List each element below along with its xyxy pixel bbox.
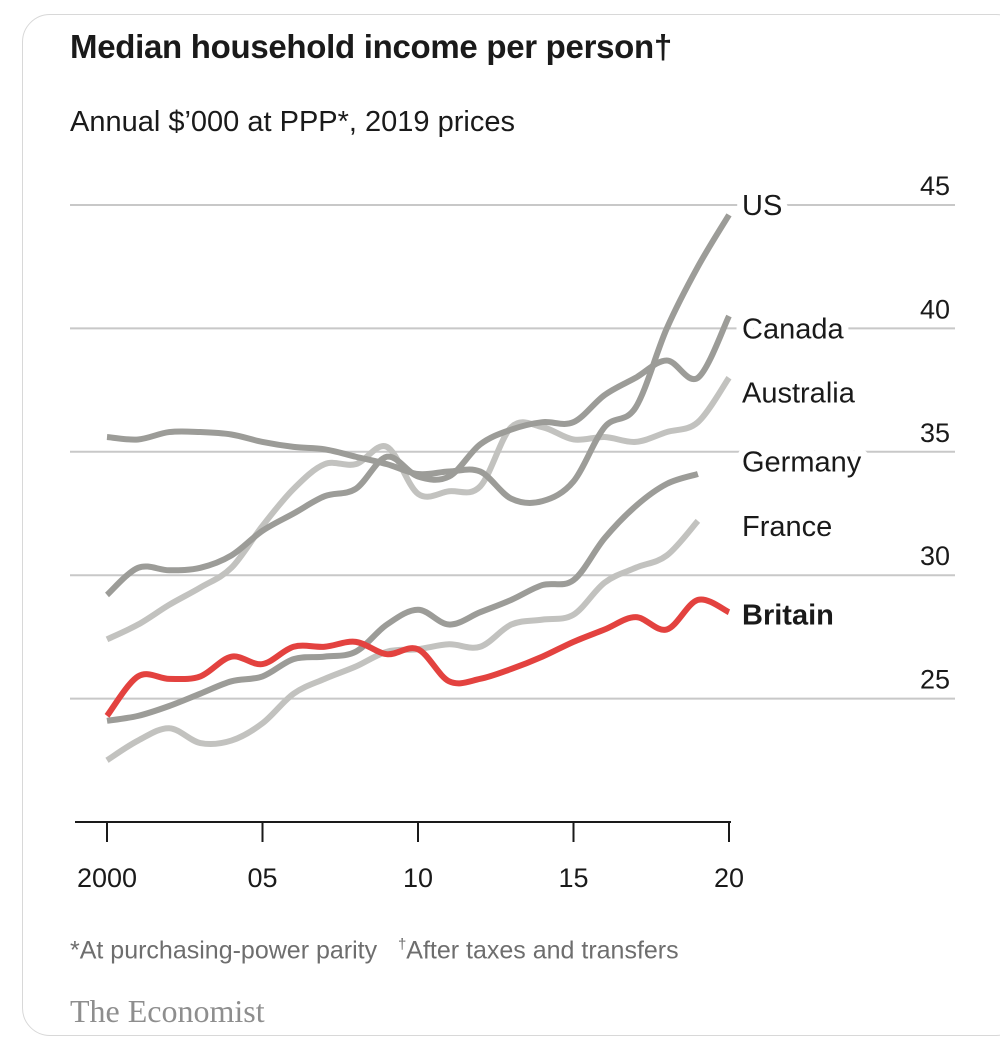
footnote-taxes: After taxes and transfers: [406, 936, 679, 965]
x-tick-label: 05: [247, 863, 277, 893]
series-line-france: [105, 518, 701, 763]
series-line-britain: [104, 596, 731, 718]
y-tick-label: 25: [920, 665, 950, 695]
x-tick-label: 10: [403, 863, 433, 893]
y-tick-label: 45: [920, 171, 950, 201]
chart-title: Median household income per person†: [70, 28, 672, 65]
series-label-us: US: [742, 190, 782, 222]
footnotes: *At purchasing-power parity †After taxes…: [70, 936, 679, 965]
series-label-canada: Canada: [742, 313, 844, 345]
series-line-canada: [104, 314, 732, 598]
series-line-germany: [106, 471, 699, 724]
chart-subtitle: Annual $’000 at PPP*, 2019 prices: [70, 106, 515, 138]
x-tick-label: 15: [558, 863, 588, 893]
footnote-dagger: †: [397, 936, 407, 953]
series-label-australia: Australia: [742, 378, 856, 410]
y-tick-label: 35: [920, 418, 950, 448]
series-label-france: France: [742, 511, 832, 543]
series-line-us: [106, 213, 732, 506]
x-tick-label: 20: [714, 863, 744, 893]
footnote-ppp: *At purchasing-power parity: [70, 936, 378, 965]
x-tick-label: 2000: [77, 863, 137, 893]
series-label-germany: Germany: [742, 447, 862, 479]
series-line-australia: [105, 376, 732, 643]
series-label-britain: Britain: [742, 600, 834, 632]
y-tick-label: 30: [920, 541, 950, 571]
economist-logo: The Economist: [70, 993, 265, 1029]
chart-card: [22, 14, 1000, 1036]
y-tick-label: 40: [920, 294, 950, 324]
